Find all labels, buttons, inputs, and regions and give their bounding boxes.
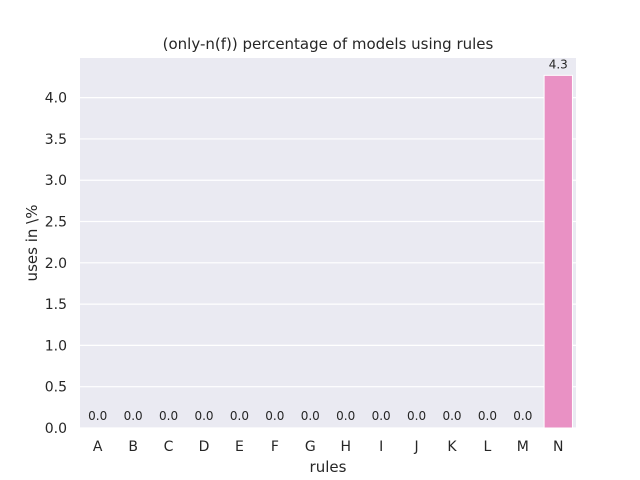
x-tick-label: L xyxy=(484,439,492,455)
data-label-n: 4.3 xyxy=(549,57,568,71)
x-tick-label: I xyxy=(379,439,383,455)
y-axis-label: uses in \% xyxy=(23,205,41,282)
data-label-f: 0.0 xyxy=(265,409,284,423)
x-tick-label: A xyxy=(93,439,103,455)
data-label-l: 0.0 xyxy=(478,409,497,423)
y-tick-label: 3.0 xyxy=(45,173,67,189)
y-tick-label: 0.5 xyxy=(45,380,67,396)
data-label-g: 0.0 xyxy=(301,409,320,423)
x-tick-label: N xyxy=(553,439,563,455)
y-tick-label: 1.5 xyxy=(45,297,67,313)
x-tick-label: E xyxy=(235,439,244,455)
data-label-b: 0.0 xyxy=(124,409,143,423)
y-tick-label: 2.0 xyxy=(45,256,67,272)
x-tick-label: B xyxy=(128,439,138,455)
chart-title: (only-n(f)) percentage of models using r… xyxy=(163,35,494,53)
y-tick-label: 2.5 xyxy=(45,215,67,231)
data-label-e: 0.0 xyxy=(230,409,249,423)
x-tick-label: F xyxy=(271,439,279,455)
x-tick-label: D xyxy=(199,439,210,455)
y-tick-label: 0.0 xyxy=(45,421,67,437)
x-tick-labels: A B C D E F G H I J K L M N xyxy=(93,439,564,455)
bar-n xyxy=(543,74,573,429)
plot-background xyxy=(80,58,576,428)
y-tick-label: 4.0 xyxy=(45,91,67,107)
data-label-a: 0.0 xyxy=(88,409,107,423)
data-label-j: 0.0 xyxy=(407,409,426,423)
data-label-h: 0.0 xyxy=(336,409,355,423)
y-tick-labels: 0.0 0.5 1.0 1.5 2.0 2.5 3.0 3.5 4.0 xyxy=(45,91,67,437)
x-tick-label: J xyxy=(414,439,419,455)
x-tick-label: M xyxy=(517,439,529,455)
data-label-m: 0.0 xyxy=(513,409,532,423)
gridlines xyxy=(80,97,576,429)
y-tick-label: 1.0 xyxy=(45,338,67,354)
x-tick-label: H xyxy=(340,439,351,455)
x-tick-label: K xyxy=(447,439,457,455)
x-tick-label: G xyxy=(305,439,316,455)
data-label-i: 0.0 xyxy=(372,409,391,423)
bars xyxy=(543,74,573,429)
data-label-k: 0.0 xyxy=(442,409,461,423)
x-tick-label: C xyxy=(164,439,174,455)
y-tick-label: 3.5 xyxy=(45,132,67,148)
data-label-c: 0.0 xyxy=(159,409,178,423)
data-labels: 0.0 0.0 0.0 0.0 0.0 0.0 0.0 0.0 0.0 0.0 0.0 0.0 0.0 4… xyxy=(88,57,568,423)
x-axis-label: rules xyxy=(310,458,347,476)
data-label-d: 0.0 xyxy=(194,409,213,423)
